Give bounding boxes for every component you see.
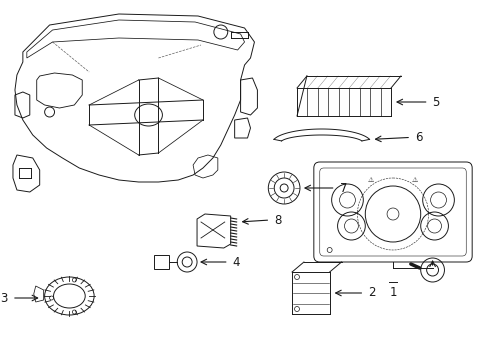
Text: 7: 7 <box>339 181 346 194</box>
Text: 3: 3 <box>0 292 8 305</box>
Bar <box>153 255 169 269</box>
Text: 4: 4 <box>232 256 240 269</box>
Text: 8: 8 <box>274 213 281 226</box>
Text: 6: 6 <box>414 131 422 144</box>
Text: ⚠: ⚠ <box>411 177 417 183</box>
Text: 2: 2 <box>367 287 375 300</box>
Text: 5: 5 <box>432 95 439 108</box>
Text: 1: 1 <box>388 285 396 298</box>
Text: ⚠: ⚠ <box>367 177 374 183</box>
